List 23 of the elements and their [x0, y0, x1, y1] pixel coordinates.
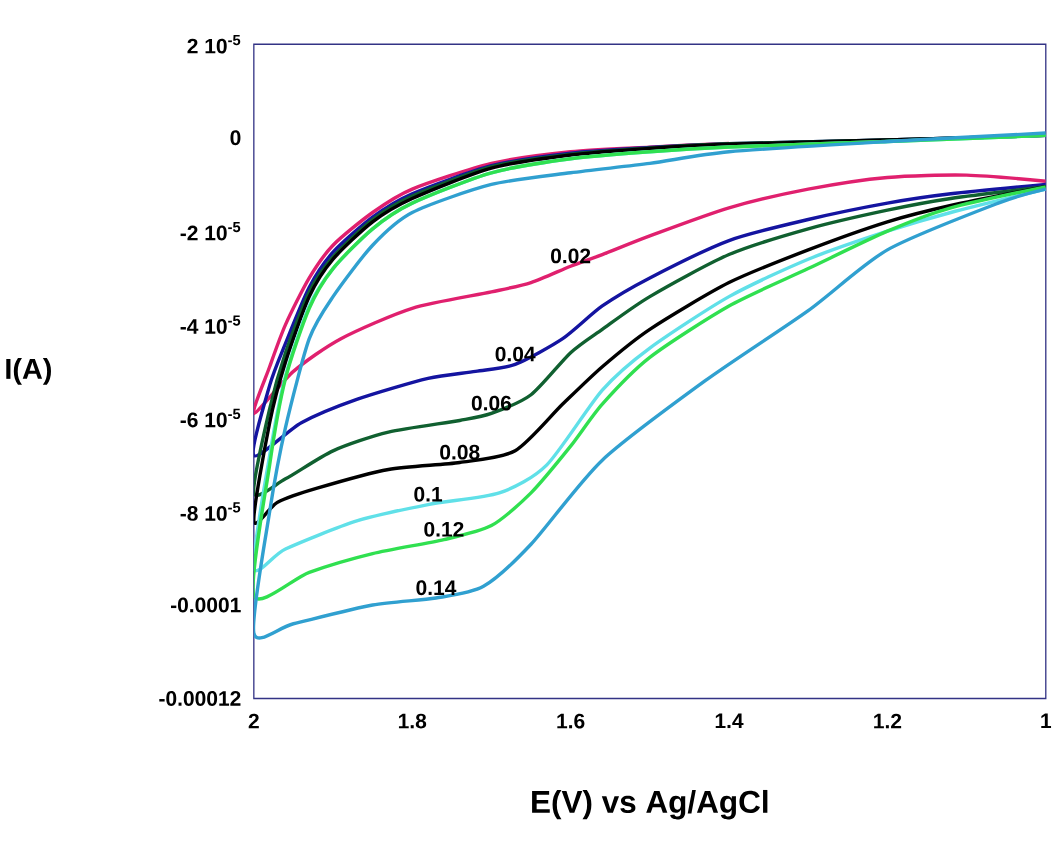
y-tick-label: -2 10$^{-5}$ [180, 221, 241, 241]
y-tick-label: -4 10$^{-5}$ [180, 315, 241, 334]
series-label: 0.08 [440, 444, 480, 460]
series-label: 0.06 [471, 395, 512, 411]
series-label: 0.1 [414, 486, 443, 502]
x-tick-label: 1.2 [874, 713, 902, 729]
y-tick-label: -8 10$^{-5}$ [180, 502, 241, 521]
x-tick-label: 1.6 [557, 713, 585, 729]
x-tick-label: 1.4 [715, 713, 744, 729]
series-label: 0.12 [424, 521, 464, 537]
y-tick-label: 2 10$^{-5}$ [187, 35, 241, 54]
series-label: 0.02 [551, 248, 591, 264]
x-tick-label: 1 [1041, 713, 1052, 729]
y-tick-label: 0 [230, 130, 241, 146]
y-tick-label: -6 10$^{-5}$ [180, 408, 241, 428]
x-axis-title: E(V) vs Ag/AgCl [532, 789, 768, 820]
series-label: 0.04 [495, 346, 536, 362]
x-tick-label: 1.8 [398, 713, 427, 729]
y-axis-title: I(A) [6, 357, 51, 385]
y-tick-label: -0.00012 [159, 691, 241, 706]
y-tick-label: -0.0001 [170, 597, 241, 613]
x-tick-label: 2 [248, 713, 259, 729]
series-label: 0.14 [416, 580, 457, 596]
